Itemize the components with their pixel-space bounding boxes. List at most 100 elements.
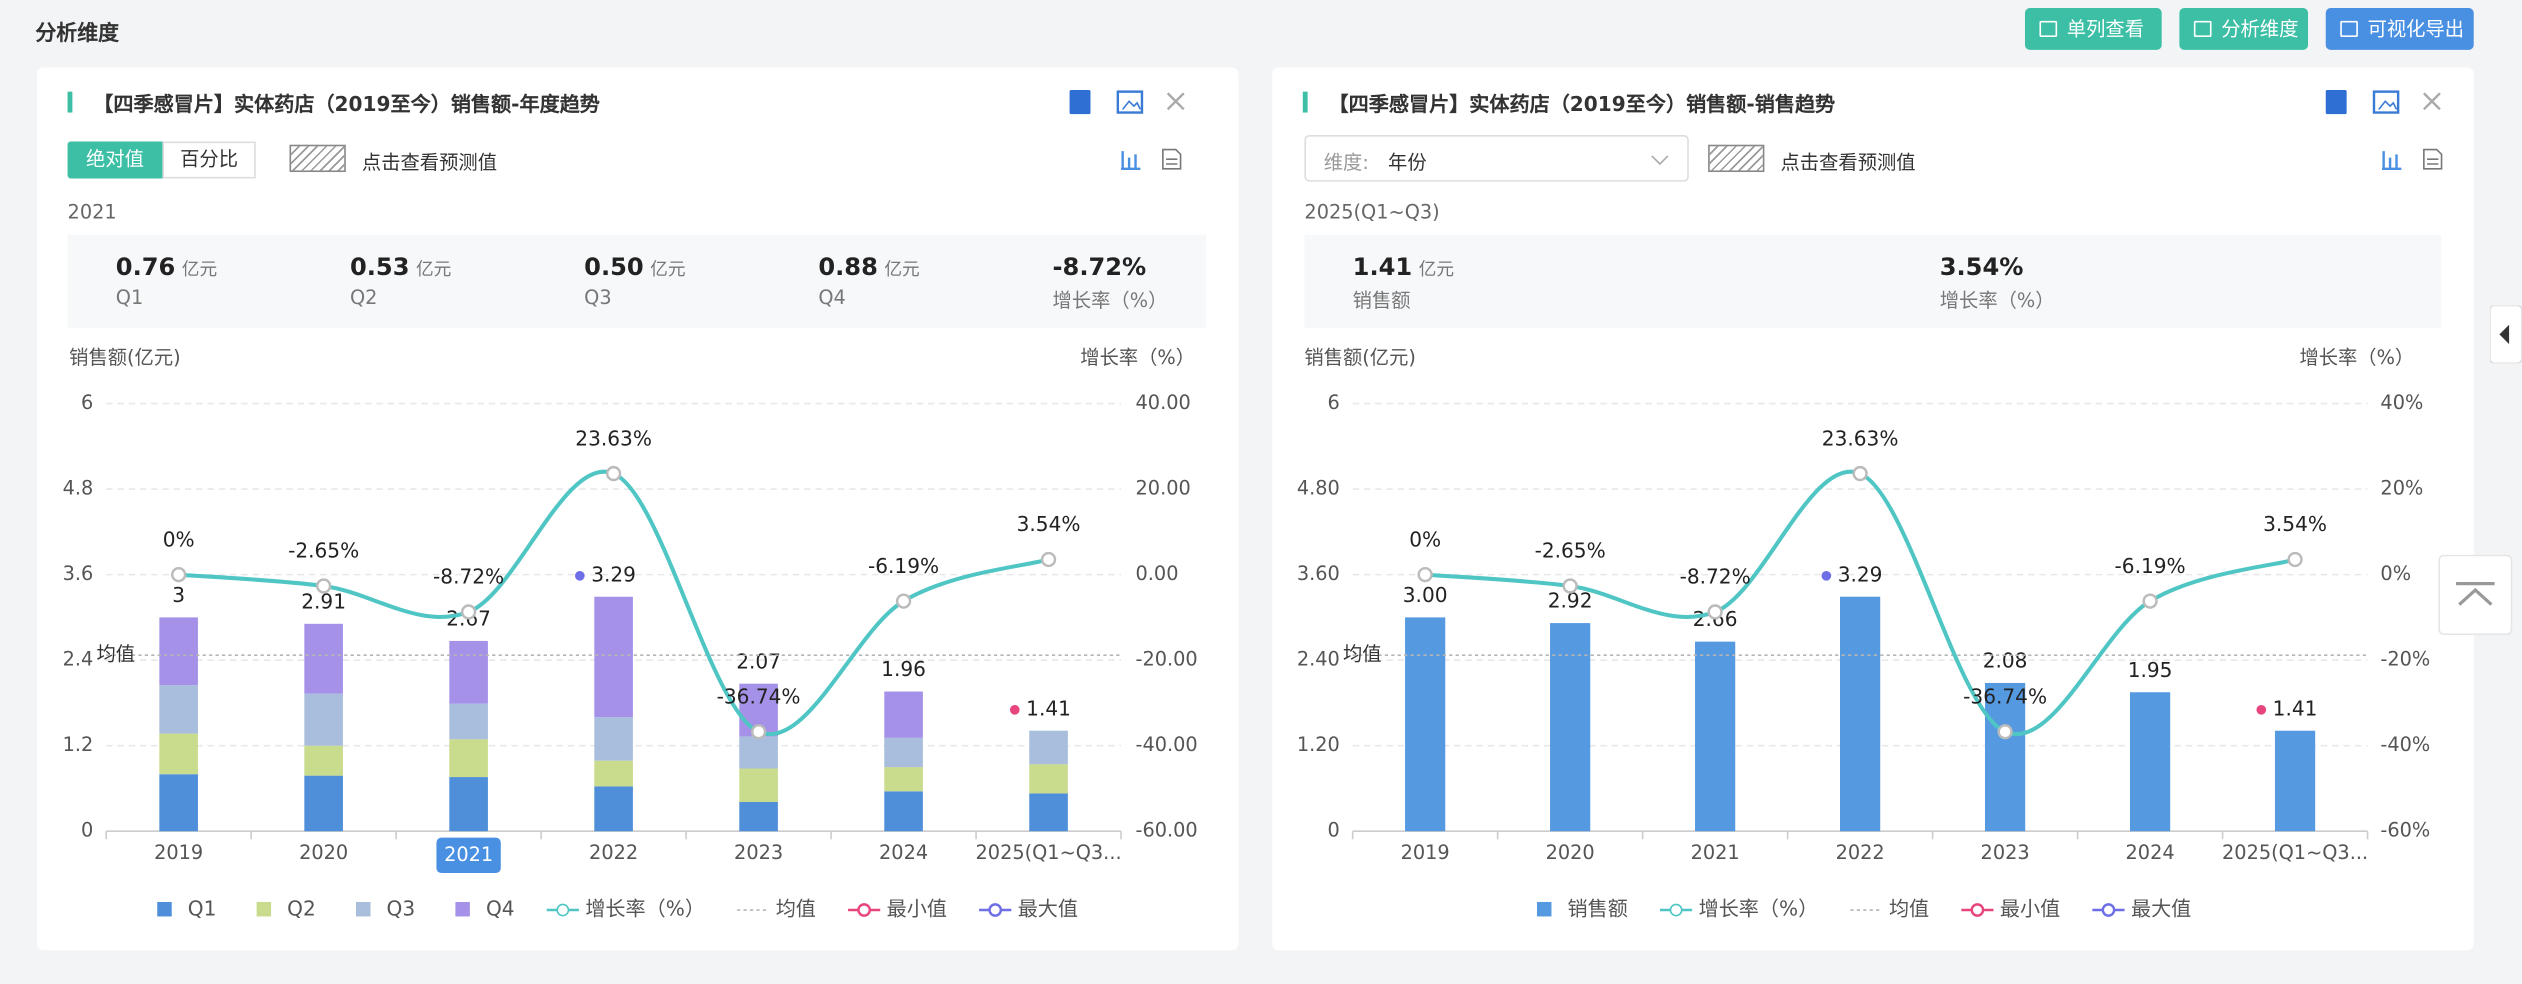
max-marker [1821,570,1832,581]
legend-item: 增长率（%） [546,897,705,921]
summary-item: 0.76 亿元 Q1 [116,252,217,308]
panel: 【四季感冒片】实体药店（2019至今）销售额-销售趋势 维度: 年份 点击查看预… [1272,67,2474,951]
period: 2025(Q1~Q3) [1304,200,1440,224]
tab-selected[interactable]: 绝对值 [67,141,163,179]
y2-axis-title: 增长率（%） [1080,346,1195,369]
table-view-icon[interactable] [2423,148,2443,170]
legend-item: 均值 [1850,897,1929,921]
bar [304,623,343,694]
legend-item: Q2 [256,897,316,921]
button[interactable]: 可视化导出 [2325,8,2474,50]
tab[interactable]: 百分比 [162,141,256,179]
image-icon[interactable] [2372,90,2400,114]
line-label: 0% [1409,527,1441,551]
legend-label: Q4 [486,897,515,921]
legend-item: 最大值 [2092,897,2191,921]
line-label: -2.65% [288,539,359,563]
value: 3.54% [1939,252,2024,282]
y-tick-label: 0 [81,819,93,842]
line [1425,469,2296,737]
legend: Q1 Q2 Q3 Q4 增长率（%） 均值 最小值 最大值 [157,897,1078,921]
bar [594,760,633,787]
line-label: -6.19% [868,554,939,578]
line-label: 3.54% [2263,512,2327,536]
bar [1405,617,1446,832]
forecast-text[interactable]: 点击查看预测值 [361,151,498,174]
value: -8.72% [1052,252,1147,282]
x-tick-label: 2022 [1836,841,1885,864]
bar [2274,730,2316,832]
chart: 0 1.20 2.40 3.60 4.80 6 -60% -40% -20% 0% 20% 40% 销售… [1297,346,2430,921]
bar-label: 2.07 [736,649,781,673]
chart: 0 1.2 2.4 3.6 4.8 6 -60.00 -40.00 -20.00 0.00 20.0… [63,346,1198,921]
bar-label: 3 [172,583,185,607]
button[interactable]: 单列查看 [2024,8,2162,50]
back-to-top[interactable] [2438,554,2513,636]
bar [304,693,343,746]
forecast-toggle[interactable] [289,144,346,173]
y-tick-label: 6 [81,391,93,414]
line-point [1852,465,1868,482]
y-tick-label: 1.2 [63,733,94,756]
summary-value: 0.53 亿元 [350,252,451,281]
excel-icon[interactable] [1069,90,1091,115]
summary-label: Q4 [818,286,846,309]
x-tick-label: 2023 [1981,841,2030,864]
bar [884,691,923,738]
y-tick-label: 1.20 [1297,733,1340,756]
panel-title: 【四季感冒片】实体药店（2019至今）销售额-销售趋势 [1328,91,1836,116]
bar [304,745,343,776]
close-icon[interactable] [2423,92,2441,111]
bar [884,767,923,792]
legend-marker [157,901,172,917]
x-tick-label: 2024 [879,841,928,864]
unit: 亿元 [650,258,686,280]
bar [304,775,343,832]
bar [449,777,488,832]
close-icon[interactable] [1166,92,1185,111]
legend-marker [556,903,570,917]
summary-item: 3.54% 增长率（%） [1940,252,2055,313]
y-axis-title: 销售额(亿元) [1304,346,1415,369]
summary-label: 销售额 [1352,289,1411,312]
side-tab[interactable] [2489,305,2522,364]
line-point [2142,593,2158,609]
panel: 【四季感冒片】实体药店（2019至今）销售额-年度趋势 绝对值 百分比 点击查看… [36,67,1239,951]
button[interactable]: 分析维度 [2179,8,2309,50]
line-label: -6.19% [2115,554,2186,578]
bar [739,768,778,803]
line-point [750,724,767,740]
line-point [605,465,622,482]
legend-item: 最小值 [1961,897,2060,921]
panel-tools [1069,90,1185,115]
excel-icon[interactable] [2325,90,2347,115]
legend-item: 均值 [737,897,816,921]
legend-label: 最小值 [2000,897,2060,921]
summary-label: 增长率（%） [1052,289,1168,312]
dimension-select[interactable]: 维度: 年份 [1304,135,1689,182]
chart-view-icon[interactable] [2382,151,2402,171]
x-tick-label: 2023 [734,841,783,864]
y2-tick-label: 40.00 [1136,391,1191,414]
chart-view-icon[interactable] [1121,151,1141,171]
legend-label: 最小值 [887,897,947,921]
image-icon-detail [2378,100,2398,110]
y2-tick-label: -40% [2380,733,2430,756]
legend-item: Q4 [455,897,515,921]
value: 0.76 [115,252,176,282]
y2-tick-label: 0.00 [1136,562,1179,585]
min-marker [2256,705,2267,715]
image-icon[interactable] [1116,90,1144,114]
table-view-icon[interactable] [1162,148,1182,170]
legend-marker [356,901,371,917]
bar-label: 2.08 [1983,649,2028,673]
forecast-text[interactable]: 点击查看预测值 [1780,151,1916,174]
page-title: 分析维度 [35,22,120,47]
line-label: -36.74% [1963,684,2047,708]
select-label: 维度: [1323,151,1369,174]
view-icons [2382,148,2443,171]
bar-label: 2.92 [1548,589,1593,613]
forecast-toggle[interactable] [1708,144,1765,173]
bar [159,685,198,734]
